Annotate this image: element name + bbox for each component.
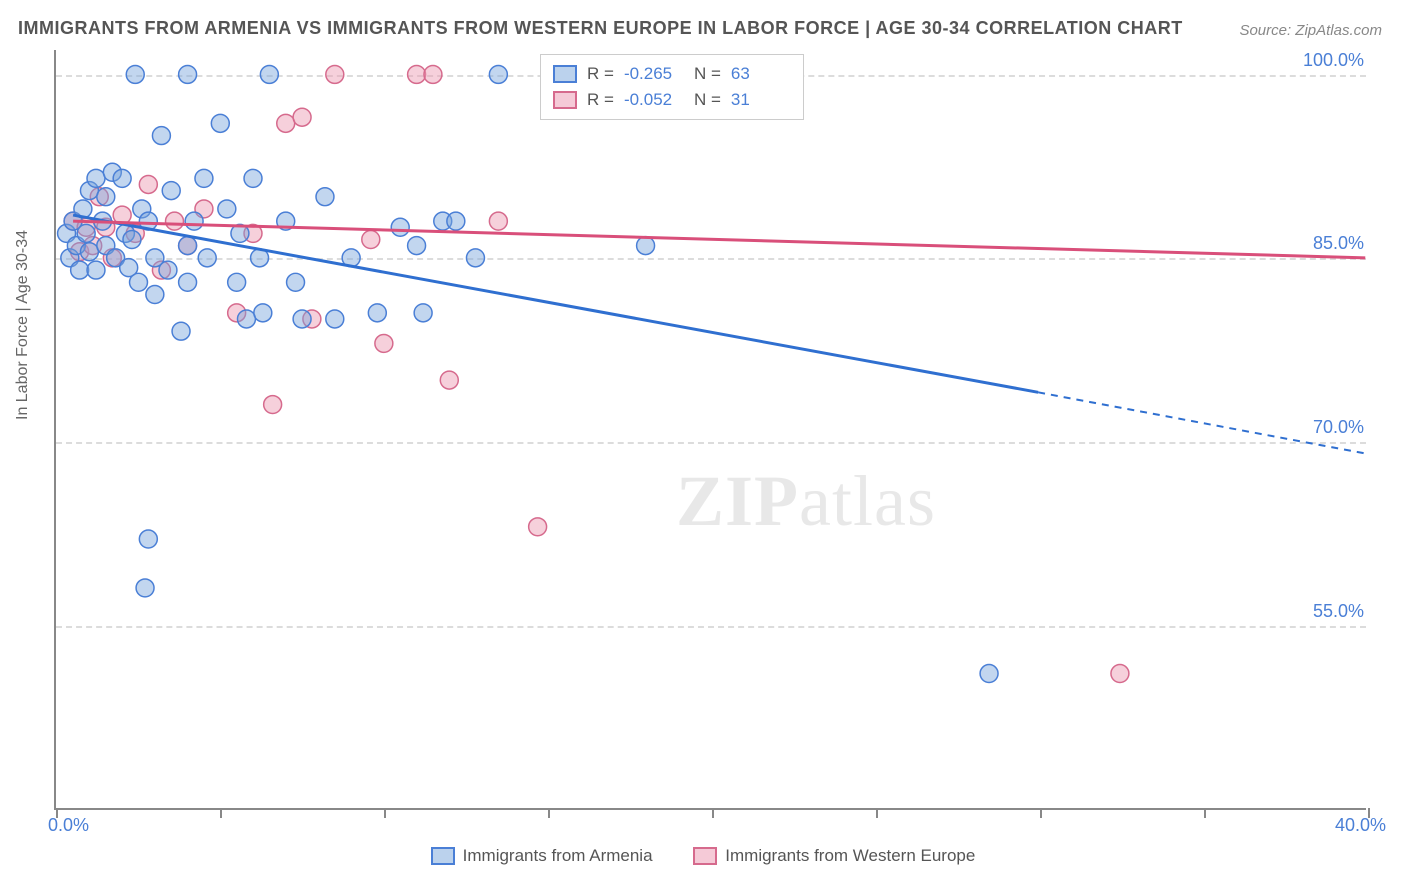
regression-line: [73, 215, 1038, 392]
correlation-legend: R = -0.265 N = 63 R = -0.052 N = 31: [540, 54, 804, 120]
data-point: [87, 169, 105, 187]
data-point: [466, 249, 484, 267]
data-point: [123, 231, 141, 249]
x-tick: [876, 808, 878, 818]
data-point: [254, 304, 272, 322]
data-point: [198, 249, 216, 267]
chart-title: IMMIGRANTS FROM ARMENIA VS IMMIGRANTS FR…: [18, 18, 1183, 39]
data-point: [162, 182, 180, 200]
data-point: [1111, 665, 1129, 683]
data-point: [287, 273, 305, 291]
data-point: [97, 188, 115, 206]
blue-swatch-icon: [431, 847, 455, 865]
data-point: [218, 200, 236, 218]
legend-item-pink: Immigrants from Western Europe: [693, 846, 975, 866]
legend-row-blue: R = -0.265 N = 63: [553, 61, 791, 87]
data-point: [277, 114, 295, 132]
legend-label: Immigrants from Armenia: [463, 846, 653, 866]
data-point: [130, 273, 148, 291]
data-point: [260, 65, 278, 83]
data-point: [293, 310, 311, 328]
data-point: [447, 212, 465, 230]
data-point: [980, 665, 998, 683]
data-point: [146, 286, 164, 304]
blue-swatch-icon: [553, 65, 577, 83]
r-label: R =: [587, 87, 614, 113]
x-tick: [1040, 808, 1042, 818]
data-point: [179, 273, 197, 291]
r-value: -0.052: [624, 87, 684, 113]
data-point: [87, 261, 105, 279]
data-point: [139, 530, 157, 548]
y-axis-title: In Labor Force | Age 30-34: [14, 230, 32, 420]
n-value: 63: [731, 61, 791, 87]
data-point: [159, 261, 177, 279]
data-point: [211, 114, 229, 132]
x-tick: [548, 808, 550, 818]
data-point: [172, 322, 190, 340]
x-tick-label-max: 40.0%: [1335, 815, 1386, 836]
data-point: [424, 65, 442, 83]
pink-swatch-icon: [553, 91, 577, 109]
data-point: [316, 188, 334, 206]
pink-swatch-icon: [693, 847, 717, 865]
data-point: [414, 304, 432, 322]
n-label: N =: [694, 87, 721, 113]
data-point: [529, 518, 547, 536]
data-point: [185, 212, 203, 230]
data-point: [139, 176, 157, 194]
legend-row-pink: R = -0.052 N = 31: [553, 87, 791, 113]
x-tick-label-min: 0.0%: [48, 815, 89, 836]
data-point: [136, 579, 154, 597]
data-point: [126, 65, 144, 83]
data-point: [228, 273, 246, 291]
data-point: [264, 396, 282, 414]
x-tick: [384, 808, 386, 818]
data-point: [408, 65, 426, 83]
data-point: [71, 261, 89, 279]
data-point: [326, 65, 344, 83]
plot-area: ZIPatlas 55.0%70.0%85.0%100.0%: [54, 50, 1366, 810]
data-point: [489, 212, 507, 230]
data-point: [293, 108, 311, 126]
r-value: -0.265: [624, 61, 684, 87]
r-label: R =: [587, 61, 614, 87]
data-point: [77, 224, 95, 242]
x-tick: [220, 808, 222, 818]
source-label: Source: ZipAtlas.com: [1239, 22, 1382, 39]
x-tick: [712, 808, 714, 818]
data-point: [244, 169, 262, 187]
data-point: [166, 212, 184, 230]
legend-item-blue: Immigrants from Armenia: [431, 846, 653, 866]
data-point: [440, 371, 458, 389]
data-point: [489, 65, 507, 83]
data-point: [637, 237, 655, 255]
data-point: [375, 334, 393, 352]
chart-svg: [56, 50, 1366, 808]
series-legend: Immigrants from Armenia Immigrants from …: [0, 846, 1406, 870]
data-point: [179, 65, 197, 83]
data-point: [362, 231, 380, 249]
x-tick: [1204, 808, 1206, 818]
n-label: N =: [694, 61, 721, 87]
data-point: [113, 169, 131, 187]
legend-label: Immigrants from Western Europe: [725, 846, 975, 866]
data-point: [391, 218, 409, 236]
data-point: [179, 237, 197, 255]
data-point: [195, 169, 213, 187]
regression-line: [1038, 392, 1365, 453]
data-point: [152, 127, 170, 145]
data-point: [237, 310, 255, 328]
data-point: [368, 304, 386, 322]
data-point: [326, 310, 344, 328]
data-point: [80, 243, 98, 261]
data-point: [408, 237, 426, 255]
n-value: 31: [731, 87, 791, 113]
